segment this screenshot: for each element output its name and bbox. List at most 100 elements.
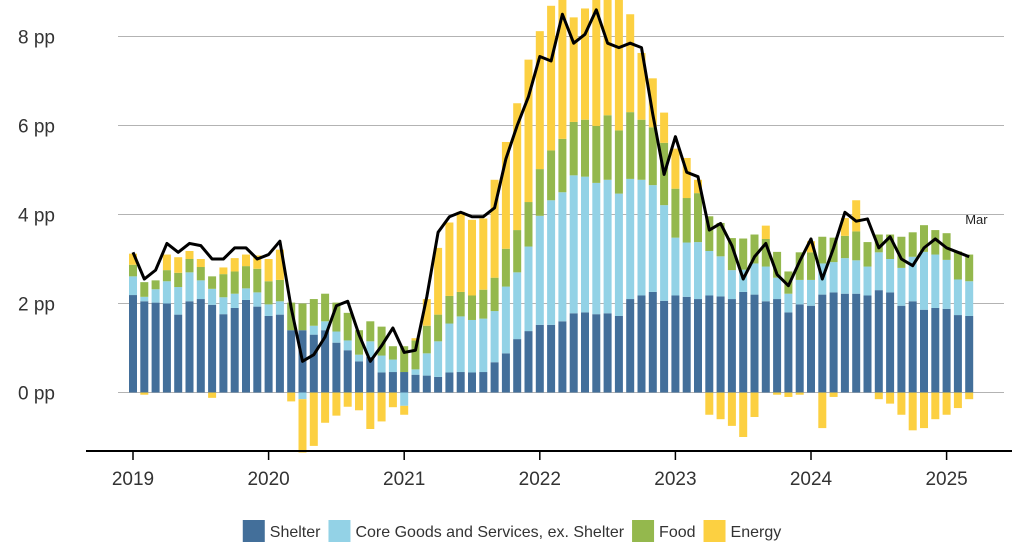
bar-segment [411,340,420,370]
bar-segment [931,230,940,255]
bar-segment [422,353,431,376]
bar-segment [456,291,465,317]
bar-segment [196,259,205,268]
bar-segment [750,263,759,295]
bar-segment [343,392,352,407]
bar-segment [829,392,838,397]
bar-segment [140,301,149,393]
bar-segment [230,258,239,272]
bar-segment [275,279,284,302]
bar-segment [162,281,171,304]
bar-segment [773,277,782,300]
bar-segment [366,321,375,342]
bar-segment [614,0,623,131]
bar-segment [908,232,917,257]
bar-segment [479,372,488,393]
bar-segment [671,148,680,189]
bar-segment [942,308,951,393]
x-tick-label: 2024 [790,469,833,490]
bar-segment [490,277,499,312]
bar-segment [874,392,883,400]
bar-segment [694,179,702,194]
bar-segment [287,302,296,331]
total-line [131,8,970,363]
bar-segment [626,178,635,300]
bar-segment [434,341,443,377]
bar-segment [343,350,352,393]
bar-segment [603,313,612,393]
x-axis: 2019 2020 2021 2022 2023 2024 2025 [86,450,1012,490]
bar-segment [501,141,510,249]
bar-segment [784,312,793,393]
bar-segment [140,392,149,395]
bar-segment [400,405,409,415]
bar-segment [761,225,770,239]
bar-segment [490,311,499,363]
bar-segment [886,234,895,259]
bar-segment [253,306,262,393]
bar-segment [287,392,296,402]
bar-segment [174,257,183,273]
bar-segment [208,304,217,393]
bar-segment [603,0,612,116]
bar-segment [648,127,657,186]
bar-segment [321,293,330,322]
bar-segment [490,362,499,393]
bar-segment [807,305,815,393]
bar-segment [637,119,646,180]
bar-segment [581,176,589,313]
bar-segment [242,299,250,393]
bar-segment [275,249,284,280]
bar-segment [965,392,974,400]
bar-segment [434,376,443,393]
bar-segment [648,185,657,292]
bar-segment [761,301,770,393]
bar-segment [456,372,465,393]
bar-segment [445,323,454,373]
bar-segment [230,293,239,308]
bar-segment [264,315,273,393]
bar-segment [705,216,714,251]
bar-segment [840,218,849,236]
bar-segment [592,314,601,393]
bar-segment [874,252,883,291]
y-tick-label: 4 pp [18,206,55,227]
bar-segment [660,205,669,301]
bar-segment [298,399,307,453]
bar-segment [524,331,533,393]
bar-segment [660,112,669,143]
bar-segment [569,121,578,176]
bar-segment [547,200,556,325]
legend-swatch [703,520,726,542]
bar-segment [422,375,431,393]
bar-segment [931,392,940,420]
bar-segment [355,330,363,355]
bar-segment [648,291,657,393]
bar-segment [773,251,782,278]
bar-segment [468,295,476,320]
bar-segment [795,392,804,395]
bar-segment [592,0,601,126]
bar-segment [750,294,759,393]
bar-segment [174,272,183,288]
legend-label: Energy [731,524,782,541]
x-tick-label: 2020 [247,469,289,490]
bar-segment [501,353,510,393]
bar-segment [818,236,827,264]
bar-segment [592,182,601,315]
bar-segment [784,392,793,397]
x-tick-label: 2022 [519,469,561,490]
bar-segment [332,302,341,332]
bar-segment [208,392,217,398]
bar-segment [840,258,849,294]
bar-segment [727,392,736,426]
bar-segment [196,280,205,300]
bar-segment [309,392,318,446]
bar-segment [434,247,443,315]
bar-segment [637,179,646,296]
bar-segment [219,314,228,393]
bar-segment [309,325,318,335]
bar-segment [863,295,872,393]
bar-segment [863,266,872,296]
